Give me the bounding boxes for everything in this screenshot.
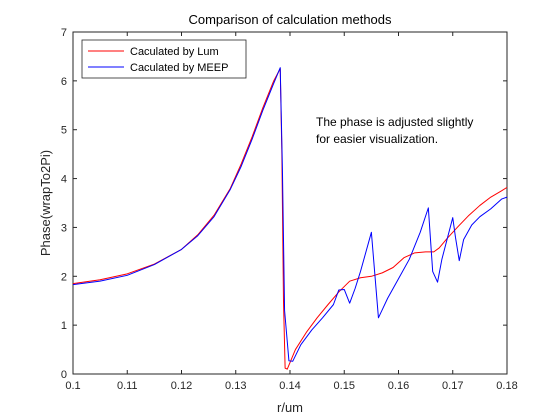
x-tick-label: 0.14 (279, 380, 300, 392)
x-tick-label: 0.18 (496, 380, 517, 392)
legend: Caculated by Lum Caculated by MEEP (81, 39, 247, 79)
y-tick-label: 1 (61, 320, 67, 332)
y-axis-label: Phase(wrapTo2Pi) (38, 150, 53, 256)
x-tick-label: 0.17 (442, 380, 463, 392)
legend-label-lum: Caculated by Lum (130, 46, 219, 58)
x-tick-label: 0.15 (334, 380, 355, 392)
y-tick-label: 3 (61, 222, 67, 234)
y-tick-label: 2 (61, 271, 67, 283)
x-tick-label: 0.11 (117, 380, 138, 392)
y-tick-label: 6 (61, 76, 67, 88)
x-axis-label: r/um (277, 400, 303, 415)
x-tick-label: 0.13 (225, 380, 246, 392)
annotation-line-1: The phase is adjusted slightly (316, 115, 473, 129)
series-line-meep (72, 67, 508, 362)
annotation-line-2: for easier visualization. (316, 132, 438, 146)
x-tick-label: 0.1 (65, 380, 80, 392)
y-tick-label: 7 (61, 27, 67, 39)
series-line-lum (72, 68, 508, 370)
plot-area (72, 31, 508, 375)
chart-title: Comparison of calculation methods (188, 12, 392, 27)
x-tick-label: 0.12 (171, 380, 192, 392)
legend-label-meep: Caculated by MEEP (130, 62, 228, 74)
legend-box (81, 39, 247, 79)
series-lines (72, 67, 508, 370)
y-tick-label: 0 (61, 369, 67, 381)
y-tick-label: 5 (61, 125, 67, 137)
axis-ticks: 0.1 0.11 0.12 0.13 0.14 0.15 0.16 0.17 0.18 0 1 2 3 4… (61, 27, 518, 392)
x-tick-label: 0.16 (388, 380, 409, 392)
y-tick-label: 4 (61, 174, 67, 186)
